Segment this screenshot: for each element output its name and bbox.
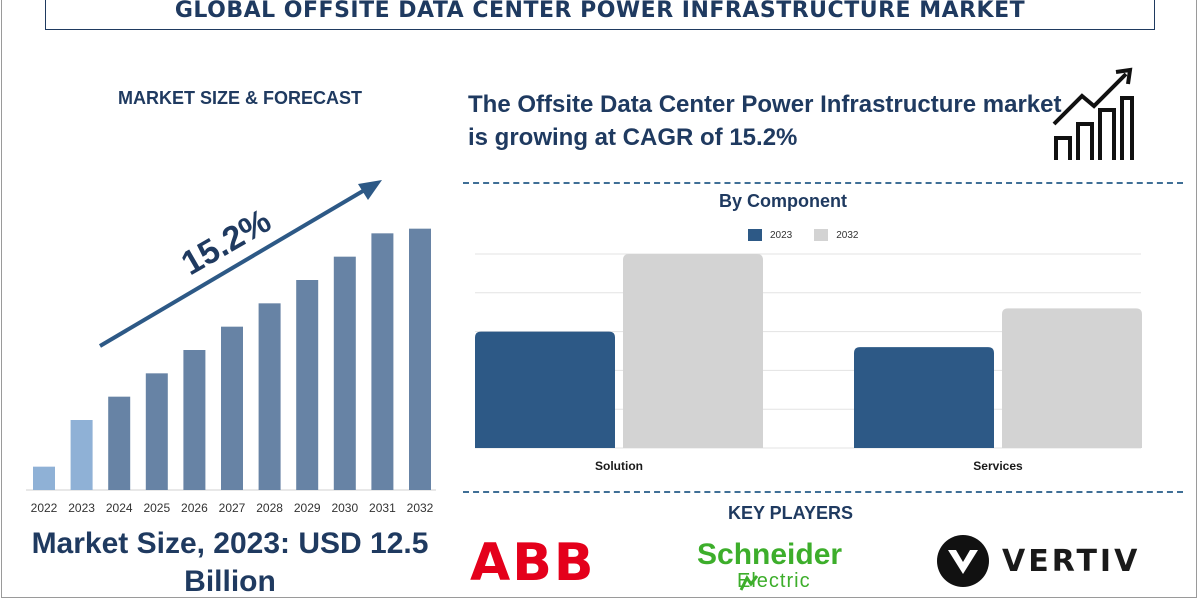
component-bar-services-2032: [1002, 308, 1142, 448]
page-header: GLOBAL OFFSITE DATA CENTER POWER INFRAST…: [45, 0, 1155, 30]
component-chart-title: By Component: [719, 191, 847, 211]
market-size-text: Market Size, 2023: USD 12.5 Billion: [31, 527, 429, 598]
component-tick-solution: Solution: [595, 459, 643, 473]
growth-chart-icon: [1052, 67, 1134, 160]
forecast-bar-2028: [258, 303, 281, 490]
forecast-tick-2027: 2027: [219, 501, 246, 515]
abb-logo-text: ABB: [470, 533, 596, 593]
forecast-bar-2026: [183, 350, 206, 490]
legend-item-2023: 2023: [748, 229, 792, 241]
cagr-statement: The Offsite Data Center Power Infrastruc…: [468, 91, 1062, 151]
forecast-tick-2029: 2029: [294, 501, 321, 515]
legend-item-2032: 2032: [814, 229, 859, 241]
vertiv-v-icon: [937, 535, 989, 587]
forecast-tick-2025: 2025: [143, 501, 170, 515]
growth-arrow-head: [358, 180, 382, 200]
divider-bottom: [463, 491, 1183, 493]
forecast-chart: 2022 2023 2024 2025 2026 2027 2028 2029 2030 2031…: [26, 180, 436, 515]
schneider-mark-icon: [739, 575, 759, 591]
forecast-tick-2024: 2024: [106, 501, 133, 515]
key-players-heading: KEY PLAYERS: [727, 503, 854, 523]
forecast-bar-2027: [221, 326, 243, 490]
forecast-tick-2026: 2026: [181, 501, 208, 515]
growth-arrow-line: [98, 186, 370, 348]
forecast-tick-2032: 2032: [407, 501, 434, 515]
divider-top: [463, 182, 1183, 184]
forecast-bar-2024: [108, 396, 131, 490]
vertiv-logo-text: VERTIV: [1002, 543, 1141, 579]
vertiv-logo: VERTIV: [936, 533, 1156, 589]
component-tick-services: Services: [973, 459, 1023, 473]
schneider-logo-line1: Schneider: [697, 538, 843, 571]
component-bar-solution-2023: [475, 331, 615, 448]
forecast-tick-2022: 2022: [31, 501, 58, 515]
forecast-tick-2023: 2023: [68, 501, 95, 515]
legend-swatch-2032: [814, 229, 829, 241]
legend-label-2032: 2032: [836, 229, 859, 241]
forecast-bar-2025: [145, 373, 168, 490]
component-bar-solution-2032: [623, 254, 763, 448]
forecast-bar-2023: [70, 420, 93, 490]
abb-logo: ABB: [470, 536, 605, 590]
forecast-tick-2030: 2030: [331, 501, 358, 515]
page-title: GLOBAL OFFSITE DATA CENTER POWER INFRAST…: [174, 0, 1026, 23]
forecast-tick-2028: 2028: [256, 501, 283, 515]
forecast-bar-2022: [33, 466, 55, 490]
component-legend: 2023 2032: [748, 229, 859, 241]
forecast-bar-2030: [333, 256, 356, 490]
legend-swatch-2023: [748, 229, 762, 241]
component-bar-services-2023: [854, 347, 994, 448]
schneider-logo-line2: Electric: [737, 570, 811, 592]
schneider-electric-logo: Schneider Electric: [697, 538, 867, 593]
forecast-heading: MARKET SIZE & FORECAST: [117, 88, 362, 108]
legend-label-2023: 2023: [770, 229, 793, 241]
forecast-tick-2031: 2031: [369, 501, 396, 515]
arrow-up-right-icon: [1115, 67, 1133, 85]
component-chart: Solution Services: [475, 253, 1142, 473]
forecast-bar-2031: [371, 233, 394, 491]
forecast-bar-2029: [296, 280, 319, 490]
forecast-bar-2032: [409, 228, 431, 490]
